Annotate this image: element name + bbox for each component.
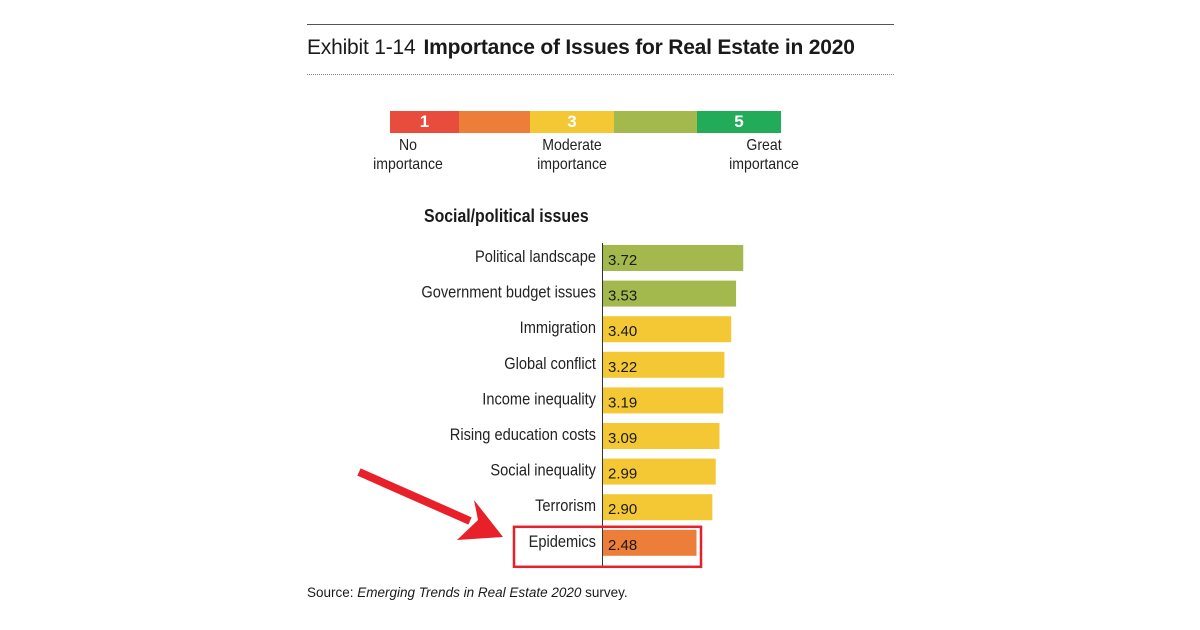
bar-global-conflict [603,351,725,378]
bars-group: 3.72 Political landscape 3.53 Government bu… [421,245,744,556]
legend-segment-label: 3 [567,112,577,131]
category-label: Income inequality [482,390,596,408]
highlight-box [512,525,703,569]
bar-value-label: 2.99 [608,466,637,483]
category-label: Global conflict [504,355,596,373]
category-label: Epidemics [529,533,596,551]
category-label: Political landscape [475,248,596,266]
bar-value-label: 3.09 [608,430,637,447]
exhibit-label: Exhibit 1-14 [307,36,416,59]
bar-terrorism [603,494,713,521]
bar-government-budget-issues [603,280,737,307]
source-note: Source: Emerging Trends in Real Estate 2… [307,585,628,600]
source-title: Emerging Trends in Real Estate 2020 [357,585,582,600]
bar-income-inequality [603,387,724,414]
legend-segment-label: 5 [734,112,744,131]
bar-value-label: 3.19 [608,394,637,411]
legend-segment-3: 3 [530,111,614,133]
chart-title: Exhibit 1-14 Importance of Issues for Rea… [307,36,855,60]
arrow-shaft [357,468,472,525]
bar-epidemics [603,529,697,556]
legend-label-line: Moderate [542,137,602,154]
legend-label-line: Great [746,137,782,154]
bar-rising-education-costs [603,423,720,449]
legend-label-mid: Moderate importance [528,136,616,174]
legend-label-line: No [398,137,417,154]
bar-social-inequality [603,458,716,485]
category-label: Government budget issues [421,284,596,302]
legend-label-high: Great importance [720,136,808,174]
bar-value-label: 2.90 [608,501,637,518]
bar-value-label: 2.48 [608,537,637,554]
legend-segment-2 [459,111,530,133]
bar-value-label: 3.72 [608,252,637,269]
bar-value-label: 3.53 [608,288,637,305]
dotted-divider [307,74,894,75]
legend-label-line: importance [373,156,443,173]
title-text: Importance of Issues for Real Estate in … [423,36,855,59]
legend-segment-1: 1 [390,111,459,133]
legend-segment-5: 5 [697,111,781,133]
bar-value-label: 3.22 [608,359,637,376]
bar-immigration [603,316,732,343]
annotation-group [357,468,703,569]
category-label: Social inequality [490,462,596,480]
source-prefix: Source: [307,585,358,600]
legend-segment-4 [614,111,697,133]
legend-label-line: importance [537,156,607,173]
arrow-head-icon [457,500,503,540]
section-title: Social/political issues [424,206,589,226]
legend-segment-label: 1 [419,112,430,131]
category-label: Rising education costs [450,426,596,444]
category-label: Terrorism [535,497,596,515]
bar-political-landscape [603,245,744,271]
category-label: Immigration [520,319,596,337]
legend-label-line: importance [729,156,799,173]
bar-value-label: 3.40 [608,323,637,340]
legend-label-low: No importance [364,136,452,174]
source-suffix: survey. [581,585,628,600]
top-rule [307,24,894,25]
